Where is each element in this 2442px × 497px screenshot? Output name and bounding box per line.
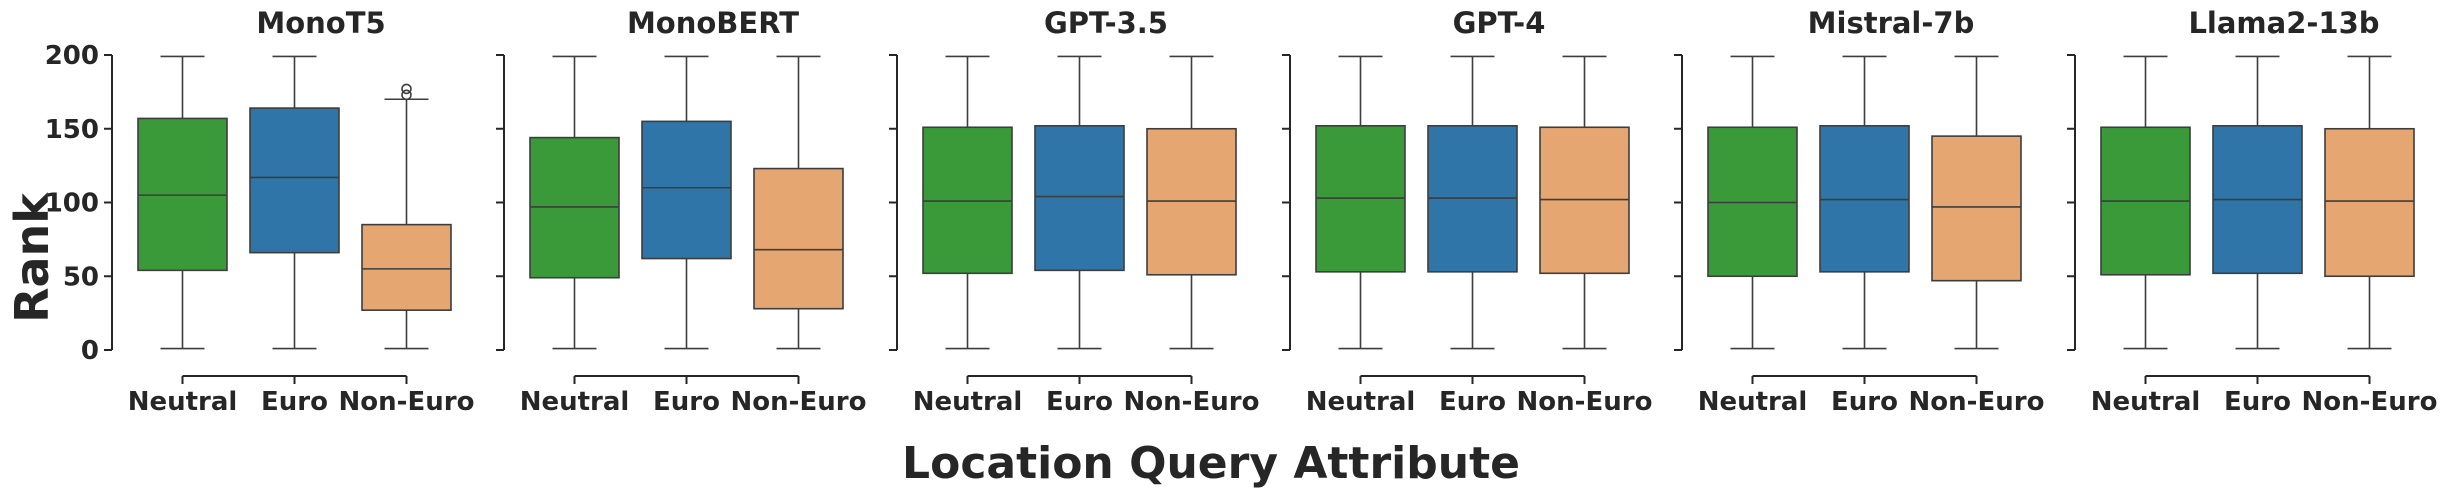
panel-title-llama2-13b: Llama2-13b xyxy=(2188,6,2379,40)
flier-monot5-non-euro-0 xyxy=(401,89,412,101)
y-axis-label: Rank xyxy=(5,192,59,323)
panel-title-gpt-4: GPT-4 xyxy=(1453,6,1546,40)
box-gpt-3-5-euro xyxy=(1034,125,1125,272)
x-tick-label-llama2-13b-euro: Euro xyxy=(2224,387,2291,417)
panel-title-monobert: MonoBERT xyxy=(627,6,799,40)
panel-title-gpt-3-5: GPT-3.5 xyxy=(1044,6,1168,40)
x-tick-label-monobert-neutral: Neutral xyxy=(520,387,630,417)
y-tick-label-150: 150 xyxy=(45,115,99,145)
panel-title-monot5: MonoT5 xyxy=(256,6,385,40)
flier-monot5-non-euro-1 xyxy=(401,83,412,95)
panel-monot5: MonoT5 0 50 100 150 200 Neutral Euro Non-Euro xyxy=(45,6,475,417)
box-llama2-13b-non-euro xyxy=(2324,127,2415,278)
x-tick-label-gpt-4-neutral: Neutral xyxy=(1306,387,1416,417)
x-tick-label-monobert-euro: Euro xyxy=(653,387,720,417)
panel-gpt-4: GPT-4 Neutral Euro Non-Euro xyxy=(1282,6,1652,417)
x-tick-label-mistral-7b-neutral: Neutral xyxy=(1698,387,1808,417)
panel-llama2-13b: Llama2-13b Neutral Euro Non-Euro xyxy=(2067,6,2437,417)
x-tick-label-llama2-13b-neutral: Neutral xyxy=(2091,387,2201,417)
x-tick-label-gpt-3-5-non-euro: Non-Euro xyxy=(1124,387,1260,417)
x-tick-label-gpt-3-5-neutral: Neutral xyxy=(913,387,1023,417)
box-monot5-non-euro xyxy=(361,223,452,311)
x-tick-label-monot5-non-euro: Non-Euro xyxy=(339,387,475,417)
panel-mistral-7b: Mistral-7b Neutral Euro Non-Euro xyxy=(1674,6,2044,417)
box-mistral-7b-non-euro xyxy=(1931,135,2022,282)
box-monobert-euro xyxy=(641,120,732,260)
box-monot5-euro xyxy=(249,107,340,254)
y-tick-label-0: 0 xyxy=(81,336,99,366)
box-monobert-non-euro xyxy=(753,167,844,310)
y-tick-label-100: 100 xyxy=(45,189,99,219)
x-axis-label: Location Query Attribute xyxy=(902,438,1520,489)
panel-gpt-3-5: GPT-3.5 Neutral Euro Non-Euro xyxy=(889,6,1259,417)
x-tick-label-gpt-4-euro: Euro xyxy=(1439,387,1506,417)
x-tick-label-mistral-7b-non-euro: Non-Euro xyxy=(1909,387,2045,417)
x-tick-label-llama2-13b-non-euro: Non-Euro xyxy=(2302,387,2438,417)
y-tick-label-200: 200 xyxy=(45,41,99,71)
x-tick-label-mistral-7b-euro: Euro xyxy=(1831,387,1898,417)
x-tick-label-monot5-neutral: Neutral xyxy=(128,387,238,417)
x-tick-label-gpt-4-non-euro: Non-Euro xyxy=(1517,387,1653,417)
y-tick-label-50: 50 xyxy=(63,262,99,292)
x-tick-label-monobert-non-euro: Non-Euro xyxy=(731,387,867,417)
panel-title-mistral-7b: Mistral-7b xyxy=(1808,6,1975,40)
x-tick-label-monot5-euro: Euro xyxy=(261,387,328,417)
x-tick-label-gpt-3-5-euro: Euro xyxy=(1046,387,1113,417)
panel-monobert: MonoBERT Neutral Euro Non-Euro xyxy=(496,6,866,417)
